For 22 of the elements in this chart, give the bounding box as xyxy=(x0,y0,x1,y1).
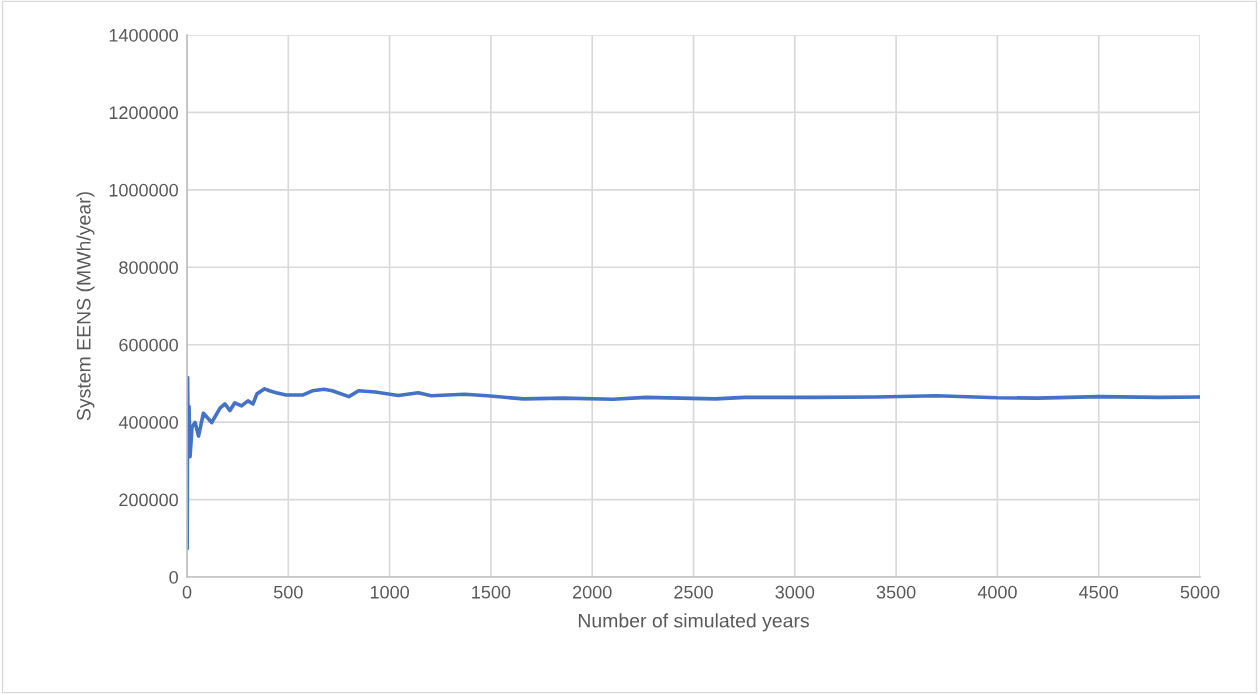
x-tick-label: 2500 xyxy=(674,585,713,599)
x-tick-label: 500 xyxy=(273,585,303,599)
y-tick-label: 400000 xyxy=(118,416,178,429)
x-tick-label: 2000 xyxy=(573,585,612,599)
y-tick-label: 1000000 xyxy=(109,183,178,197)
x-tick-label: 1500 xyxy=(472,585,511,599)
x-tick-label: 5000 xyxy=(1180,585,1220,599)
x-tick-label: 1000 xyxy=(370,585,409,599)
y-tick-label: 200000 xyxy=(119,493,178,507)
x-tick-label: 4000 xyxy=(977,585,1017,599)
y-axis-title: System EENS (MWh/year) xyxy=(76,192,95,421)
line-series xyxy=(187,375,1200,550)
x-axis-title: Number of simulated years xyxy=(578,613,809,632)
y-tick-label: 1400000 xyxy=(109,28,178,42)
y-tick-label: 1200000 xyxy=(109,106,178,120)
x-tick-label: 3500 xyxy=(876,585,916,599)
y-tick-label: 600000 xyxy=(119,338,178,352)
y-tick-label: 0 xyxy=(169,570,178,584)
x-tick-label: 4500 xyxy=(1079,585,1119,599)
y-tick-label: 800000 xyxy=(119,261,178,275)
x-tick-label: 0 xyxy=(182,585,192,599)
x-tick-label: 3000 xyxy=(775,585,815,599)
